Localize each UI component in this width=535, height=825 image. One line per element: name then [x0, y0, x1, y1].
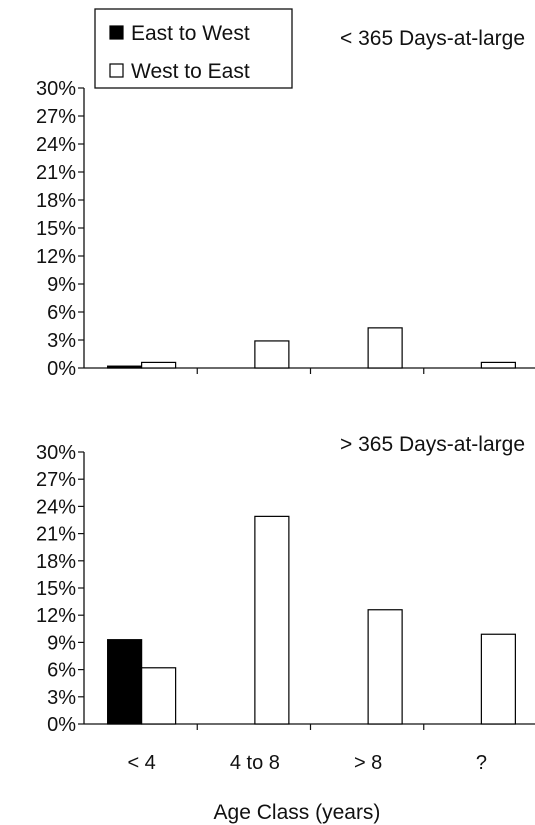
bar-west-to-east [480, 633, 516, 725]
bar-east-to-west [107, 365, 143, 369]
y-tick-label: 12% [36, 605, 76, 627]
bar-west-to-east [141, 667, 177, 725]
y-tick-label: 6% [47, 660, 76, 682]
legend-swatch-west-to-east [109, 63, 124, 78]
bar-west-to-east [367, 609, 403, 725]
y-tick-label: 0% [47, 714, 76, 736]
panel-subtitle-gt-365: > 365 Days-at-large [340, 433, 525, 456]
panel-subtitle-lt-365: < 365 Days-at-large [340, 27, 525, 50]
y-tick-label: 21% [36, 524, 76, 546]
y-tick-label: 15% [36, 578, 76, 600]
bar-west-to-east [254, 515, 290, 725]
x-tick-label: > 8 [354, 752, 382, 774]
y-tick-label: 24% [36, 134, 76, 156]
y-tick-label: 18% [36, 190, 76, 212]
x-axis-label: Age Class (years) [214, 801, 381, 824]
bar-east-to-west [107, 639, 143, 725]
x-tick-label: 4 to 8 [230, 752, 280, 774]
y-tick-label: 0% [47, 358, 76, 380]
legend: East to West West to East [94, 8, 293, 89]
x-tick-label: ? [476, 752, 487, 774]
x-tick-label: < 4 [127, 752, 155, 774]
y-tick-label: 24% [36, 496, 76, 518]
chart-panel-gt-365: > 365 Days-at-large 0% 3% 6% 9% 12% 15% 18% 21%… [36, 433, 535, 774]
bar-west-to-east [254, 340, 290, 369]
y-tick-label: 9% [47, 274, 76, 296]
chart-panel-lt-365: < 365 Days-at-large 0% 3% 6% 9% 12% 15% 18% 21%… [36, 27, 535, 380]
legend-swatch-east-to-west [109, 25, 124, 40]
y-tick-label: 30% [36, 78, 76, 100]
y-tick-label: 3% [47, 687, 76, 709]
bar-west-to-east [141, 361, 177, 369]
y-tick-label: 3% [47, 330, 76, 352]
legend-label-west-to-east: West to East [131, 60, 250, 83]
legend-label-east-to-west: East to West [131, 22, 250, 45]
y-tick-label: 30% [36, 442, 76, 464]
y-tick-label: 6% [47, 302, 76, 324]
y-tick-label: 15% [36, 218, 76, 240]
y-tick-label: 9% [47, 632, 76, 654]
y-tick-label: 12% [36, 246, 76, 268]
y-tick-label: 18% [36, 551, 76, 573]
y-tick-label: 21% [36, 162, 76, 184]
legend-box [94, 8, 293, 89]
y-tick-label: 27% [36, 469, 76, 491]
y-tick-label: 27% [36, 106, 76, 128]
bar-west-to-east [367, 327, 403, 369]
bar-west-to-east [480, 361, 516, 369]
